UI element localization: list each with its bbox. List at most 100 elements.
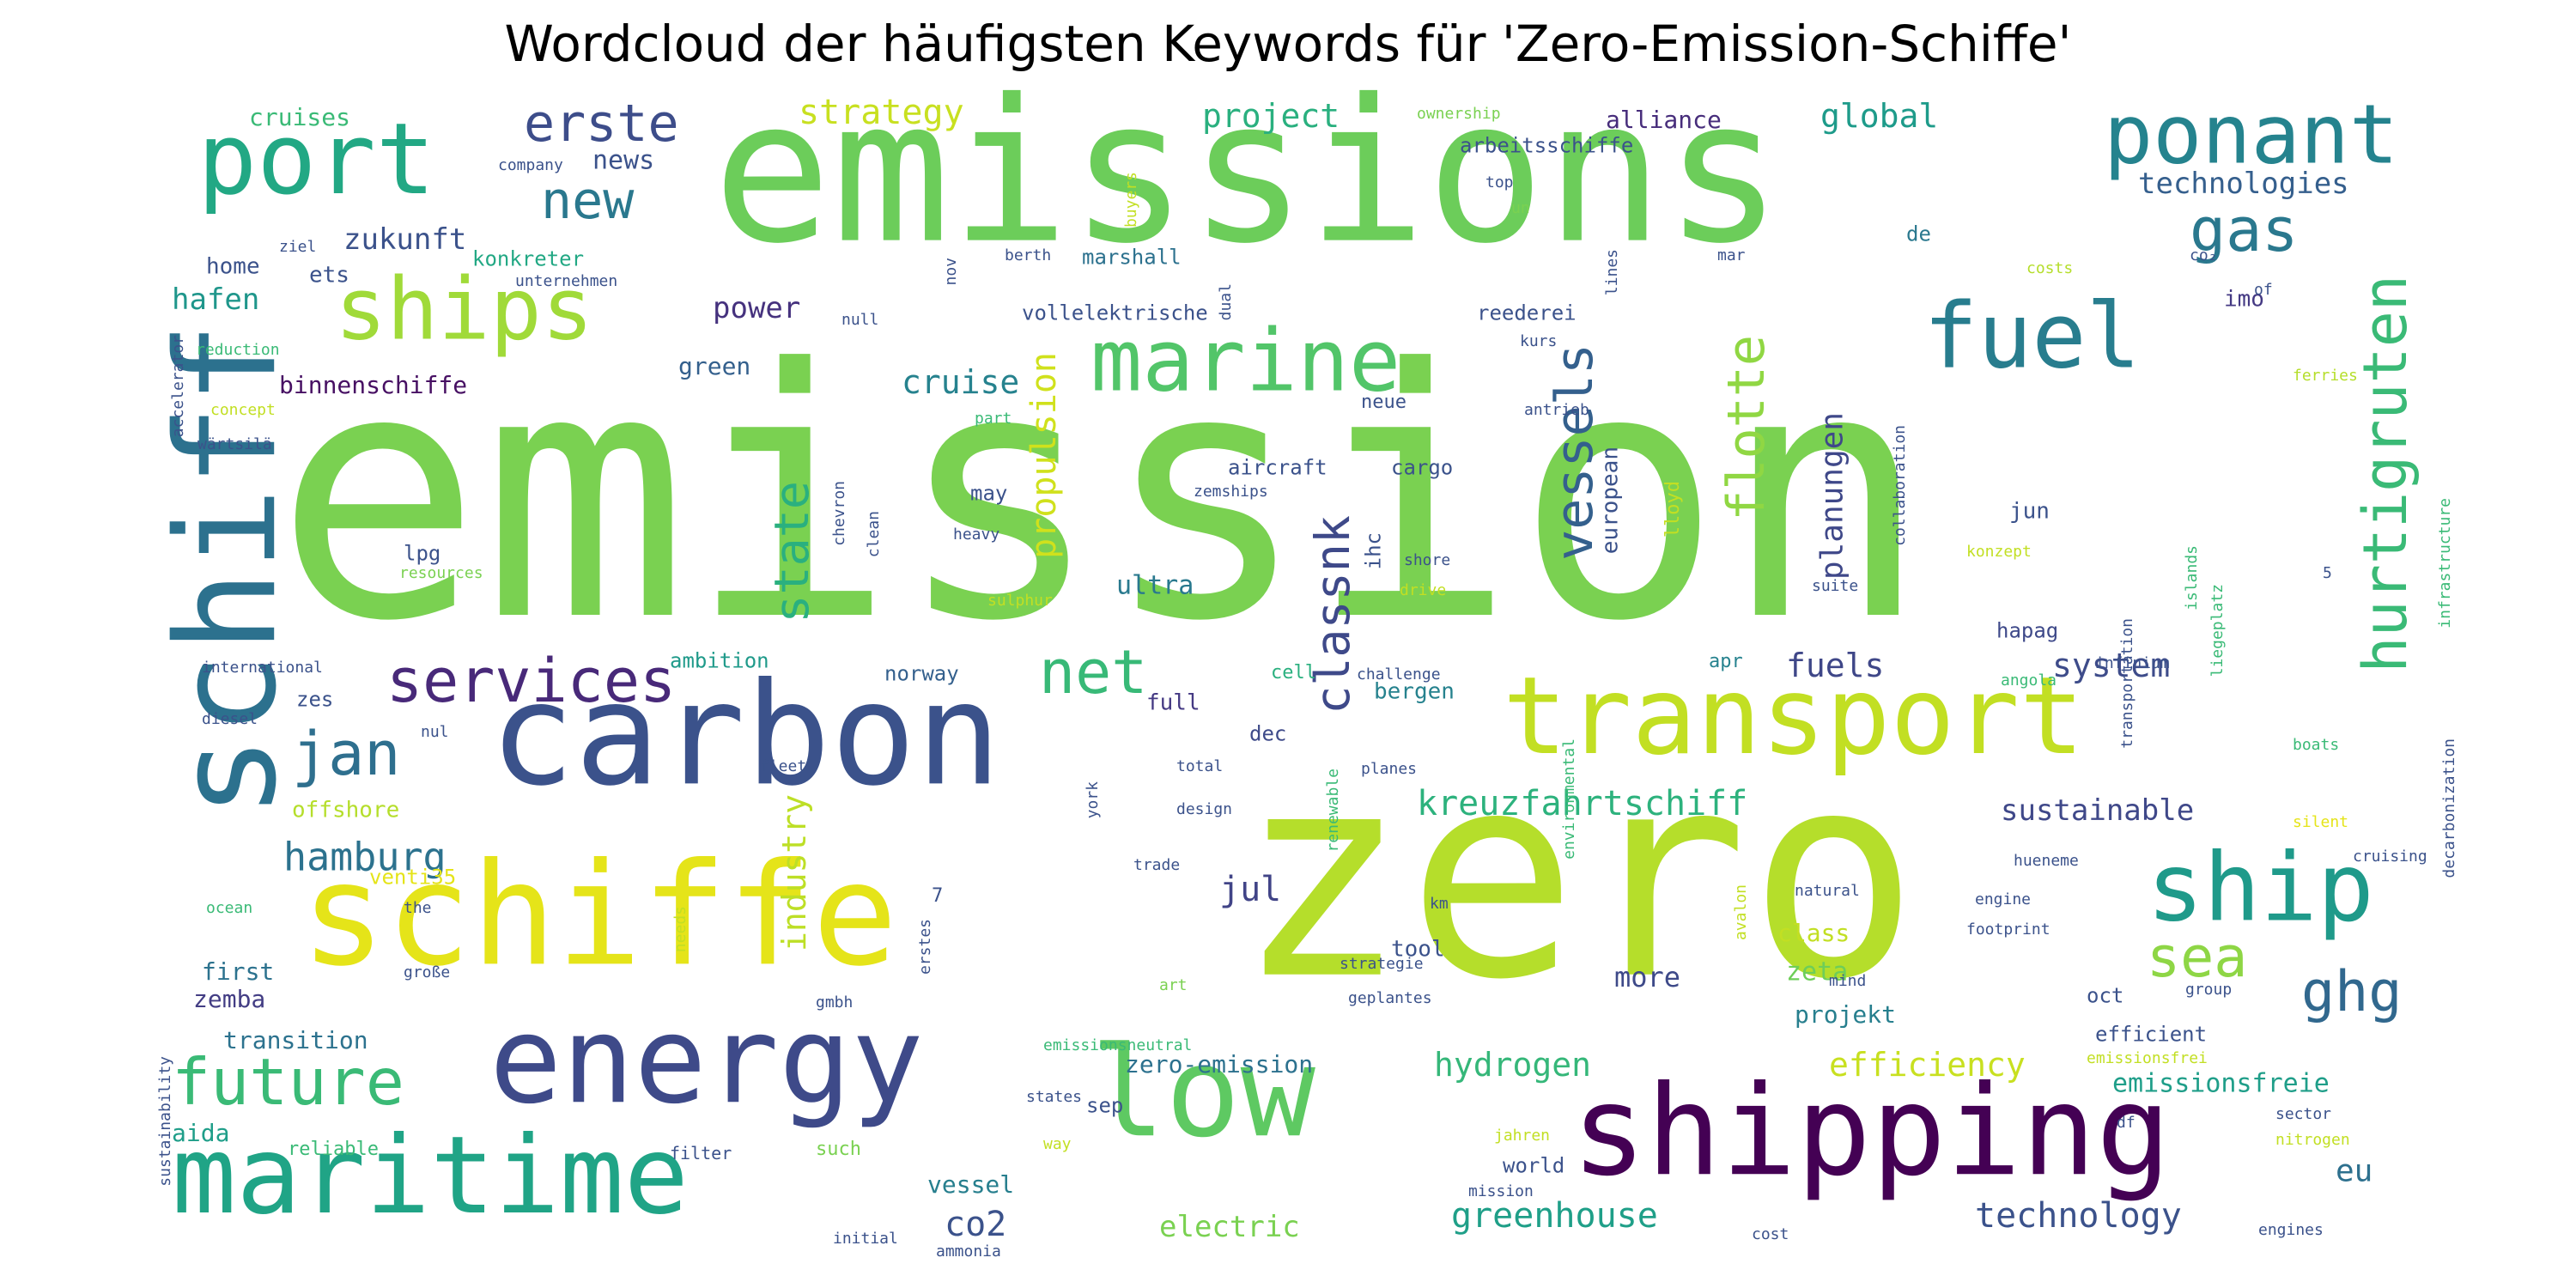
word-marine: marine — [1091, 310, 1400, 410]
word-dual: dual — [1217, 283, 1235, 320]
word-hafen: hafen — [172, 283, 259, 317]
word-zes: zes — [296, 688, 333, 712]
word-apr: apr — [1709, 651, 1743, 672]
word-erste: erste — [524, 94, 679, 154]
word-nov: nov — [942, 258, 960, 286]
word-top: top — [1485, 173, 1514, 191]
word-chevron: chevron — [830, 481, 848, 546]
word-cargo: cargo — [1391, 456, 1453, 480]
word-environmental: environmental — [1560, 738, 1578, 860]
word-industry: industry — [775, 794, 813, 951]
word-co2: co2 — [945, 1205, 1006, 1244]
word-initial: initial — [833, 1230, 898, 1248]
word-efficient: efficient — [2095, 1023, 2207, 1047]
word-propulsion: propulsion — [1024, 352, 1064, 559]
word-hamburg: hamburg — [283, 835, 447, 880]
word-schiffe: schiffe — [301, 832, 897, 997]
word-concept: concept — [210, 401, 276, 419]
word-sulphur: sulphur — [987, 592, 1053, 610]
word-konkreter: konkreter — [472, 247, 584, 271]
word-gmbh: gmbh — [816, 993, 853, 1012]
word-global: global — [1820, 97, 1938, 135]
word-antrieb: antrieb — [1524, 401, 1589, 419]
word-filter: filter — [670, 1143, 732, 1163]
word-lines: lines — [1603, 249, 1621, 295]
word-trade: trade — [1133, 856, 1180, 874]
word-mission: mission — [1468, 1182, 1534, 1200]
word-fuel: fuel — [1923, 284, 2141, 389]
word-wärtsilä: wärtsilä — [197, 435, 272, 453]
word-part: part — [975, 410, 1012, 428]
word-mar: mar — [1717, 246, 1746, 264]
word-ferries: ferries — [2293, 367, 2358, 385]
word-natural: natural — [1795, 882, 1860, 900]
word-technology: technology — [1975, 1196, 2182, 1236]
word-7: 7 — [932, 885, 943, 907]
word-lpg: lpg — [404, 542, 440, 566]
word-transition: transition — [223, 1026, 368, 1054]
word-sustainable: sustainable — [2001, 793, 2194, 828]
word-cruising: cruising — [2353, 848, 2427, 866]
word-ets: ets — [309, 262, 349, 288]
word-international: international — [202, 659, 323, 677]
word-sea: sea — [2147, 926, 2247, 990]
word-islands: islands — [2183, 545, 2201, 611]
word-efficiency: efficiency — [1829, 1046, 2026, 1084]
word-collaboration: collaboration — [1891, 425, 1909, 546]
word-jul: jul — [1219, 870, 1281, 909]
word-lloyd: lloyd — [1662, 481, 1684, 538]
word-drive: drive — [1400, 581, 1446, 599]
word-engines: engines — [2258, 1221, 2324, 1239]
word-new: new — [541, 171, 635, 231]
word-de: de — [1906, 222, 1931, 246]
word-kurs: kurs — [1520, 332, 1557, 350]
word-vollelektrische: vollelektrische — [1022, 301, 1208, 325]
word-aida: aida — [172, 1119, 229, 1147]
word-ghg: ghg — [2301, 960, 2402, 1024]
word-alliance: alliance — [1606, 106, 1722, 134]
word-zukunft: zukunft — [343, 222, 466, 257]
word-power: power — [713, 291, 800, 325]
word-geplantes: geplantes — [1348, 989, 1432, 1007]
word-kreuzfahrtschiff: kreuzfahrtschiff — [1417, 784, 1747, 823]
word-arbeitsschiffe: arbeitsschiffe — [1460, 134, 1633, 158]
word-total: total — [1176, 757, 1223, 775]
word-df: df — [2117, 1114, 2136, 1132]
word-sector: sector — [2275, 1105, 2331, 1123]
word-engine: engine — [1975, 890, 2031, 908]
word-oct: oct — [2087, 984, 2123, 1008]
word-gas: gas — [2190, 195, 2298, 265]
word-energy: energy — [489, 991, 924, 1131]
word-renewable: renewable — [1324, 769, 1342, 853]
word-infinium: infinium — [2095, 654, 2170, 672]
word-cruises: cruises — [249, 103, 350, 131]
word-decarbonization: decarbonization — [2440, 738, 2458, 878]
word-maritime: maritime — [172, 1114, 689, 1238]
word-flotte: flotte — [1716, 335, 1777, 521]
word-first: first — [202, 957, 274, 986]
word-imo: imo — [2224, 286, 2264, 312]
word-zero: zero — [1236, 712, 1919, 1042]
word-vessel: vessel — [927, 1170, 1014, 1199]
word-emissionsneutral: emissionsneutral — [1043, 1036, 1192, 1054]
word-ocean: ocean — [206, 899, 252, 917]
word-suite: suite — [1812, 577, 1858, 595]
word-state: state — [764, 481, 819, 623]
word-cell: cell — [1271, 662, 1316, 683]
word-ships: ships — [335, 258, 593, 359]
word-neue: neue — [1361, 392, 1406, 413]
word-km: km — [1430, 895, 1449, 913]
word-challenge: challenge — [1357, 665, 1441, 683]
word-co: co₂ — [2190, 246, 2218, 264]
word-un: un — [1511, 199, 1530, 217]
word-hydrogen: hydrogen — [1434, 1046, 1591, 1084]
word-port: port — [197, 102, 435, 217]
word-group: group — [2185, 981, 2232, 999]
word-strategy: strategy — [799, 93, 964, 132]
word-planes: planes — [1361, 760, 1417, 778]
word-venti35: venti35 — [369, 866, 456, 890]
word-fleet: fleet — [760, 757, 806, 775]
word-berth: berth — [1005, 246, 1051, 264]
word-emissionsfrei: emissionsfrei — [2087, 1049, 2208, 1067]
word-nitrogen: nitrogen — [2275, 1131, 2350, 1149]
